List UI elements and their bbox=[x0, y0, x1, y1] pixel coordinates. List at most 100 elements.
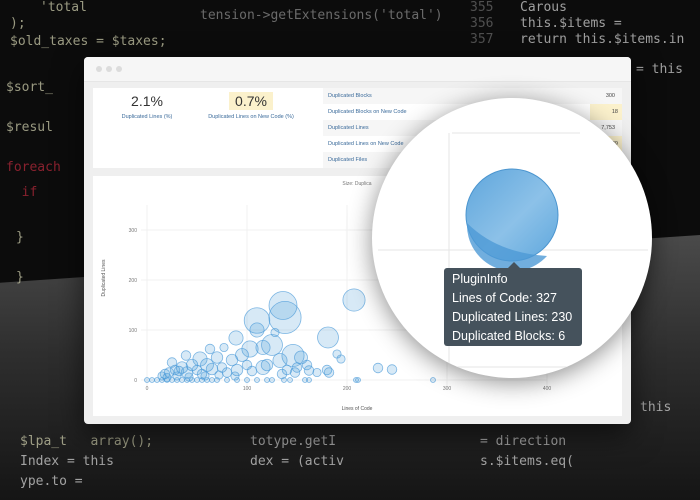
bubble[interactable] bbox=[261, 334, 283, 356]
bubble[interactable] bbox=[301, 359, 313, 371]
bubble[interactable] bbox=[199, 377, 205, 383]
bubble[interactable] bbox=[154, 377, 160, 383]
bubble[interactable] bbox=[159, 377, 165, 383]
bubble[interactable] bbox=[164, 377, 170, 383]
bubble[interactable] bbox=[276, 368, 288, 380]
bubble[interactable] bbox=[317, 326, 339, 349]
bubble[interactable] bbox=[194, 377, 200, 383]
bubble[interactable] bbox=[234, 377, 240, 383]
measure-name[interactable]: Duplicated Files bbox=[328, 157, 368, 163]
code-line: } bbox=[16, 270, 24, 285]
tooltip-duplicated-lines: Duplicated Lines: 230 bbox=[452, 310, 573, 324]
magnifier: PluginInfo Lines of Code: 327 Duplicated… bbox=[372, 98, 652, 378]
code-line: $lpa_t array(); bbox=[20, 434, 154, 449]
bubble-shade bbox=[466, 223, 547, 272]
code-line: ); bbox=[10, 16, 26, 31]
bubble[interactable] bbox=[246, 365, 258, 377]
measure-name[interactable]: Duplicated Blocks on New Code bbox=[328, 109, 407, 115]
bubble[interactable] bbox=[210, 351, 224, 364]
bubble[interactable] bbox=[269, 377, 275, 383]
bubble[interactable] bbox=[268, 291, 298, 320]
bubble[interactable] bbox=[287, 377, 293, 383]
code-line: $old_taxes = $taxes; bbox=[10, 34, 167, 49]
x-tick-label: 200 bbox=[343, 386, 352, 392]
bubble[interactable] bbox=[255, 339, 271, 355]
measure-row[interactable]: Duplicated Blocks 300 bbox=[323, 88, 622, 104]
bubble[interactable] bbox=[249, 322, 265, 338]
bubble[interactable] bbox=[254, 377, 260, 383]
bubble[interactable] bbox=[353, 377, 359, 383]
bubble[interactable] bbox=[430, 377, 436, 383]
bubble[interactable] bbox=[342, 288, 366, 312]
measure-row[interactable]: Duplicated Blocks on New Code 18 bbox=[323, 104, 622, 120]
bubble[interactable] bbox=[312, 367, 322, 378]
code-line: return this.$items.in bbox=[520, 32, 685, 47]
code-line: = direction bbox=[480, 434, 567, 449]
bubble[interactable] bbox=[225, 353, 239, 367]
window-dot-close[interactable] bbox=[96, 66, 102, 72]
code-line: dex = (activ bbox=[250, 454, 344, 469]
code-line: Carous bbox=[520, 0, 567, 15]
bubble[interactable] bbox=[224, 377, 230, 383]
tooltip: PluginInfo Lines of Code: 327 Duplicated… bbox=[444, 262, 582, 346]
bubble[interactable] bbox=[149, 377, 155, 383]
bubble[interactable] bbox=[260, 358, 274, 372]
metric-value: 2.1% bbox=[131, 93, 163, 109]
bubble[interactable] bbox=[184, 377, 190, 383]
bubble[interactable] bbox=[268, 300, 302, 335]
tooltip-duplicated-blocks: Duplicated Blocks: 6 bbox=[452, 329, 566, 343]
measure-name[interactable]: Duplicated Lines on New Code bbox=[328, 141, 404, 147]
title-bar bbox=[84, 57, 631, 82]
bubble[interactable] bbox=[372, 362, 384, 374]
x-tick-label: 300 bbox=[443, 386, 452, 392]
bubble[interactable] bbox=[209, 377, 215, 383]
bubble[interactable] bbox=[241, 340, 259, 358]
bubble[interactable] bbox=[244, 377, 250, 383]
metric-duplicated-lines-new[interactable]: 0.7% Duplicated Lines on New Code (%) bbox=[200, 92, 302, 121]
bubble[interactable] bbox=[264, 377, 270, 383]
bubble[interactable] bbox=[189, 377, 195, 383]
code-line: tension->getExtensions('total') bbox=[200, 8, 443, 23]
bubble[interactable] bbox=[204, 377, 210, 383]
metric-label[interactable]: Duplicated Lines on New Code (%) bbox=[208, 114, 294, 120]
measure-name[interactable]: Duplicated Lines bbox=[328, 125, 369, 131]
bubble[interactable] bbox=[179, 377, 185, 383]
x-tick-label: 0 bbox=[146, 386, 149, 392]
x-axis-label: Lines of Code bbox=[342, 406, 373, 412]
bubble[interactable] bbox=[228, 330, 244, 346]
bubble[interactable] bbox=[166, 357, 178, 368]
metric-duplicated-lines[interactable]: 2.1% Duplicated Lines (%) bbox=[97, 92, 197, 121]
measure-value: 18 bbox=[590, 104, 622, 120]
bubble[interactable] bbox=[180, 350, 192, 361]
bubble[interactable] bbox=[306, 377, 312, 383]
measure-value: 300 bbox=[605, 93, 615, 99]
code-line: $resul bbox=[6, 120, 53, 135]
bubble[interactable] bbox=[144, 377, 150, 383]
bubble[interactable] bbox=[386, 364, 398, 375]
bubble[interactable] bbox=[204, 343, 216, 355]
bubble[interactable] bbox=[174, 377, 180, 383]
bubble[interactable] bbox=[336, 354, 346, 364]
code-line: 'total bbox=[40, 0, 87, 15]
code-line: if bbox=[6, 185, 38, 200]
bubble[interactable] bbox=[281, 377, 287, 383]
window-dot-minimize[interactable] bbox=[106, 66, 112, 72]
bubble[interactable] bbox=[270, 327, 280, 338]
bubble[interactable] bbox=[230, 363, 244, 377]
bubble[interactable] bbox=[169, 377, 175, 383]
code-line: } bbox=[16, 230, 24, 245]
metric-label[interactable]: Duplicated Lines (%) bbox=[121, 114, 173, 120]
bubble[interactable] bbox=[321, 364, 333, 376]
bubble[interactable] bbox=[272, 352, 288, 368]
bubble[interactable] bbox=[219, 342, 229, 353]
measure-name[interactable]: Duplicated Blocks bbox=[328, 93, 372, 99]
bubble[interactable] bbox=[200, 371, 210, 381]
bubble[interactable] bbox=[221, 367, 233, 378]
bubble[interactable] bbox=[303, 365, 315, 376]
bubble[interactable] bbox=[230, 371, 240, 381]
bubble[interactable] bbox=[214, 377, 220, 383]
bubble[interactable] bbox=[302, 377, 308, 383]
window-dot-maximize[interactable] bbox=[116, 66, 122, 72]
bubble[interactable] bbox=[355, 377, 361, 383]
bubble[interactable] bbox=[289, 367, 301, 378]
